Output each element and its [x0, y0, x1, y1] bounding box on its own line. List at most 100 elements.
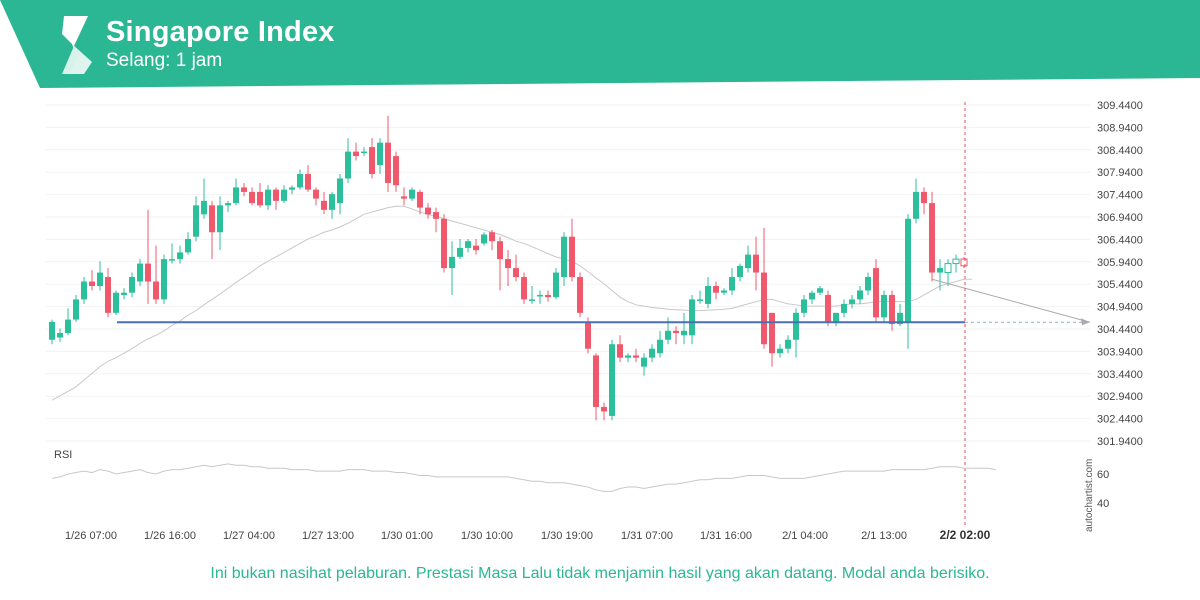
candle-body [73, 299, 79, 320]
candle-body [129, 277, 135, 293]
candle [337, 173, 343, 215]
candle [489, 229, 495, 251]
current-time-label: 2/2 02:00 [940, 528, 991, 542]
candle [937, 259, 943, 291]
rsi-panel: RSI 60 40 [51, 449, 1109, 510]
y-tick-label: 309.4400 [1097, 100, 1143, 112]
y-tick-label: 305.9400 [1097, 257, 1143, 269]
candle-body [561, 236, 567, 278]
candle [433, 207, 439, 233]
candle [393, 151, 399, 192]
candle [249, 187, 255, 206]
candle-body [265, 189, 271, 206]
candle-body [960, 258, 968, 267]
candle-body [473, 245, 479, 251]
candle [817, 285, 823, 295]
candle [825, 290, 831, 327]
candle [753, 236, 759, 291]
candle-body [89, 281, 95, 286]
candle-body [625, 355, 631, 358]
candle-body [321, 200, 327, 210]
candle [521, 272, 527, 304]
page-title: Singapore Index [106, 16, 335, 48]
candle-body [689, 299, 695, 336]
candle [49, 319, 55, 345]
candle-body [121, 292, 127, 295]
rsi-label: RSI [54, 449, 72, 461]
candle [809, 290, 815, 304]
candle-body [745, 254, 751, 269]
candle-body [257, 191, 263, 206]
candle [65, 308, 71, 336]
candle [369, 138, 375, 179]
y-axis: 309.4400 308.9400 308.4400 307.9400 307.4400… [1097, 100, 1143, 448]
candle [713, 281, 719, 300]
candle [561, 232, 567, 286]
candle-body [921, 191, 927, 204]
candle [737, 263, 743, 282]
price-chart: RSI 60 40 309.4400 308.9400 308.4400 307.9400… [46, 100, 1143, 542]
y-tick-label: 302.9400 [1097, 391, 1143, 403]
candle [185, 232, 191, 255]
candle [881, 290, 887, 322]
candle [537, 290, 543, 304]
candle [257, 182, 263, 208]
candle [585, 317, 591, 354]
x-tick-label: 1/30 19:00 [541, 530, 593, 542]
moving-average-layer [51, 205, 972, 401]
candle [417, 189, 423, 215]
candle-body [705, 285, 711, 304]
candle-body [417, 191, 423, 208]
x-tick-label: 2/1 04:00 [782, 530, 828, 542]
candle-body [225, 203, 231, 206]
candle-body [409, 189, 415, 199]
candle-body [952, 258, 960, 265]
candle-body [401, 196, 407, 199]
candle-body [337, 178, 343, 204]
candle [785, 335, 791, 354]
candle [593, 353, 599, 421]
candle-body [841, 303, 847, 313]
candle-body [441, 218, 447, 269]
candle-body [297, 173, 303, 188]
candle-body [609, 344, 615, 416]
candle-body [657, 339, 663, 354]
watermark-text: autochartist.com [1084, 459, 1095, 532]
candle-body [49, 321, 55, 340]
candle-body [753, 254, 759, 273]
candle [145, 209, 151, 304]
x-tick-label: 1/31 16:00 [700, 530, 752, 542]
x-tick-label: 1/31 07:00 [621, 530, 673, 542]
candle-body [777, 348, 783, 354]
x-tick-label: 2/1 13:00 [861, 530, 907, 542]
candle-body [881, 294, 887, 318]
candle [313, 187, 319, 206]
candle [601, 402, 607, 421]
candle-body [217, 205, 223, 233]
candle [97, 261, 103, 291]
forecast-line [931, 278, 1091, 323]
candle [57, 328, 63, 342]
candle-body [513, 268, 519, 278]
candle-body [809, 292, 815, 300]
candle [577, 272, 583, 318]
candle-body [65, 319, 71, 334]
candle [409, 187, 415, 201]
candle-body [873, 268, 879, 318]
candle-body [169, 259, 175, 261]
candle-body [713, 285, 719, 293]
candle-body [665, 330, 671, 340]
candle-body [601, 406, 607, 412]
candle [569, 218, 575, 282]
candle-body [641, 357, 647, 367]
candle-body [769, 312, 775, 354]
candle [449, 241, 455, 295]
candle [129, 272, 135, 298]
y-tick-label: 304.4400 [1097, 324, 1143, 336]
candle [193, 196, 199, 242]
candle [273, 187, 279, 210]
candle-body [537, 294, 543, 297]
candle [801, 294, 807, 318]
candle-body [817, 288, 823, 293]
candle-body [273, 189, 279, 201]
